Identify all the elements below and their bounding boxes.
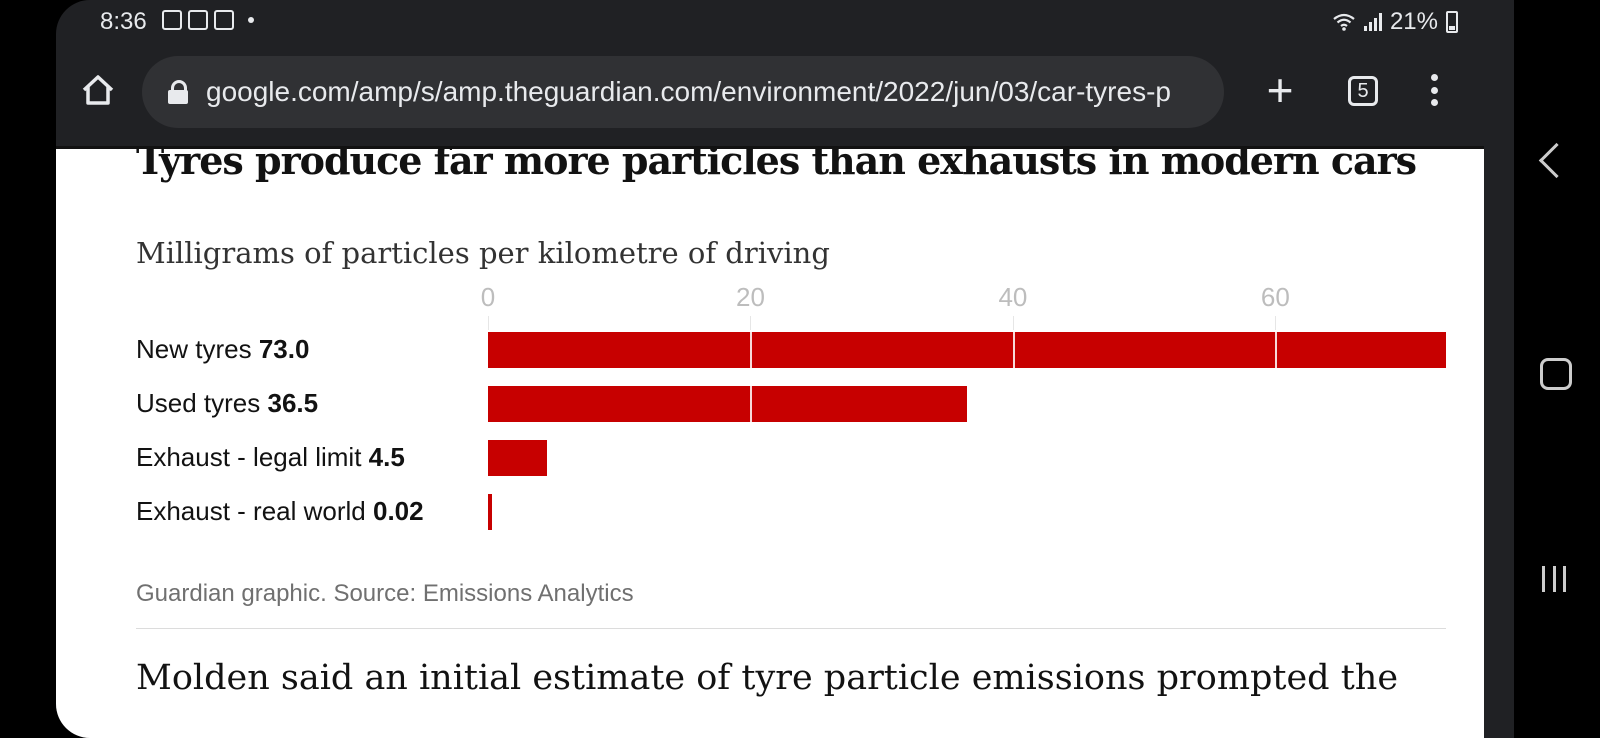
new-tab-button[interactable]: + — [1266, 64, 1294, 116]
status-time: 8:36 — [100, 8, 147, 35]
bar-label: Exhaust - real world 0.02 — [136, 496, 424, 527]
gridline — [750, 386, 753, 422]
article-paragraph: Molden said an initial estimate of tyre … — [136, 658, 1399, 698]
cast-icon — [188, 10, 208, 30]
bar-label: New tyres 73.0 — [136, 334, 309, 365]
dot-icon — [1430, 99, 1438, 106]
gallery-icon — [162, 10, 182, 30]
bar — [488, 440, 548, 476]
signal-icon — [1363, 13, 1382, 31]
dot-icon — [1430, 86, 1438, 94]
more-notifications-dot-icon — [248, 17, 254, 23]
x-tick-label: 40 — [998, 282, 1028, 312]
value-label: 36.5 — [267, 388, 319, 418]
web-page: Tyres produce far more particles than ex… — [56, 146, 1484, 738]
gridline — [1012, 332, 1015, 368]
x-tick-label: 0 — [480, 282, 496, 312]
chart-source: Guardian graphic. Source: Emissions Anal… — [136, 580, 634, 607]
category-name: New tyres — [136, 334, 259, 364]
chart-title: Tyres produce far more particles than ex… — [136, 146, 1417, 183]
value-label: 4.5 — [368, 442, 405, 472]
bar-chart: 0 20 40 60 New tyres 73.0 Used tyres 36.5 Exha… — [136, 282, 1446, 542]
notification-icons — [162, 10, 254, 30]
category-name: Exhaust - legal limit — [136, 442, 369, 472]
divider — [136, 628, 1446, 629]
status-right: 21% — [1332, 8, 1458, 36]
category-name: Exhaust - real world — [136, 496, 373, 526]
gridline — [488, 316, 489, 330]
value-label: 73.0 — [258, 334, 310, 364]
gridline — [1275, 332, 1278, 368]
gridline — [1012, 316, 1014, 330]
dot-icon — [1430, 74, 1438, 81]
x-tick-label: 60 — [1260, 282, 1290, 312]
bar — [488, 494, 492, 530]
status-bar: 8:36 21% — [56, 0, 1514, 46]
battery-icon — [1446, 11, 1458, 33]
gridline — [1275, 316, 1277, 330]
more-options-button[interactable] — [1422, 70, 1446, 110]
url-bar[interactable]: google.com/amp/s/amp.theguardian.com/env… — [142, 56, 1224, 128]
recents-icon[interactable] — [1542, 566, 1566, 592]
android-nav-bar — [1514, 0, 1600, 738]
lock-icon[interactable] — [166, 80, 190, 104]
toolbar-divider — [56, 146, 1484, 149]
gridline — [750, 332, 753, 368]
back-icon[interactable] — [1538, 142, 1575, 179]
url-text[interactable]: google.com/amp/s/amp.theguardian.com/env… — [206, 76, 1171, 107]
browser-toolbar: google.com/amp/s/amp.theguardian.com/env… — [56, 52, 1514, 136]
voicemail-icon — [214, 10, 234, 30]
chart-subtitle: Milligrams of particles per kilometre of… — [136, 236, 830, 270]
category-name: Used tyres — [136, 388, 268, 418]
value-label: 0.02 — [372, 496, 424, 526]
bar — [488, 332, 1446, 368]
bar-label: Used tyres 36.5 — [136, 388, 318, 419]
wifi-icon — [1333, 13, 1355, 31]
bar — [488, 386, 967, 422]
tab-switcher-button[interactable]: 5 — [1348, 76, 1378, 106]
phone-screen: 8:36 21% — [56, 0, 1514, 738]
home-icon[interactable] — [1540, 358, 1572, 390]
x-tick-label: 20 — [735, 282, 765, 312]
home-button[interactable] — [78, 70, 118, 110]
gridline — [750, 316, 752, 330]
battery-level: 21% — [1389, 8, 1438, 35]
bar-label: Exhaust - legal limit 4.5 — [136, 442, 405, 473]
